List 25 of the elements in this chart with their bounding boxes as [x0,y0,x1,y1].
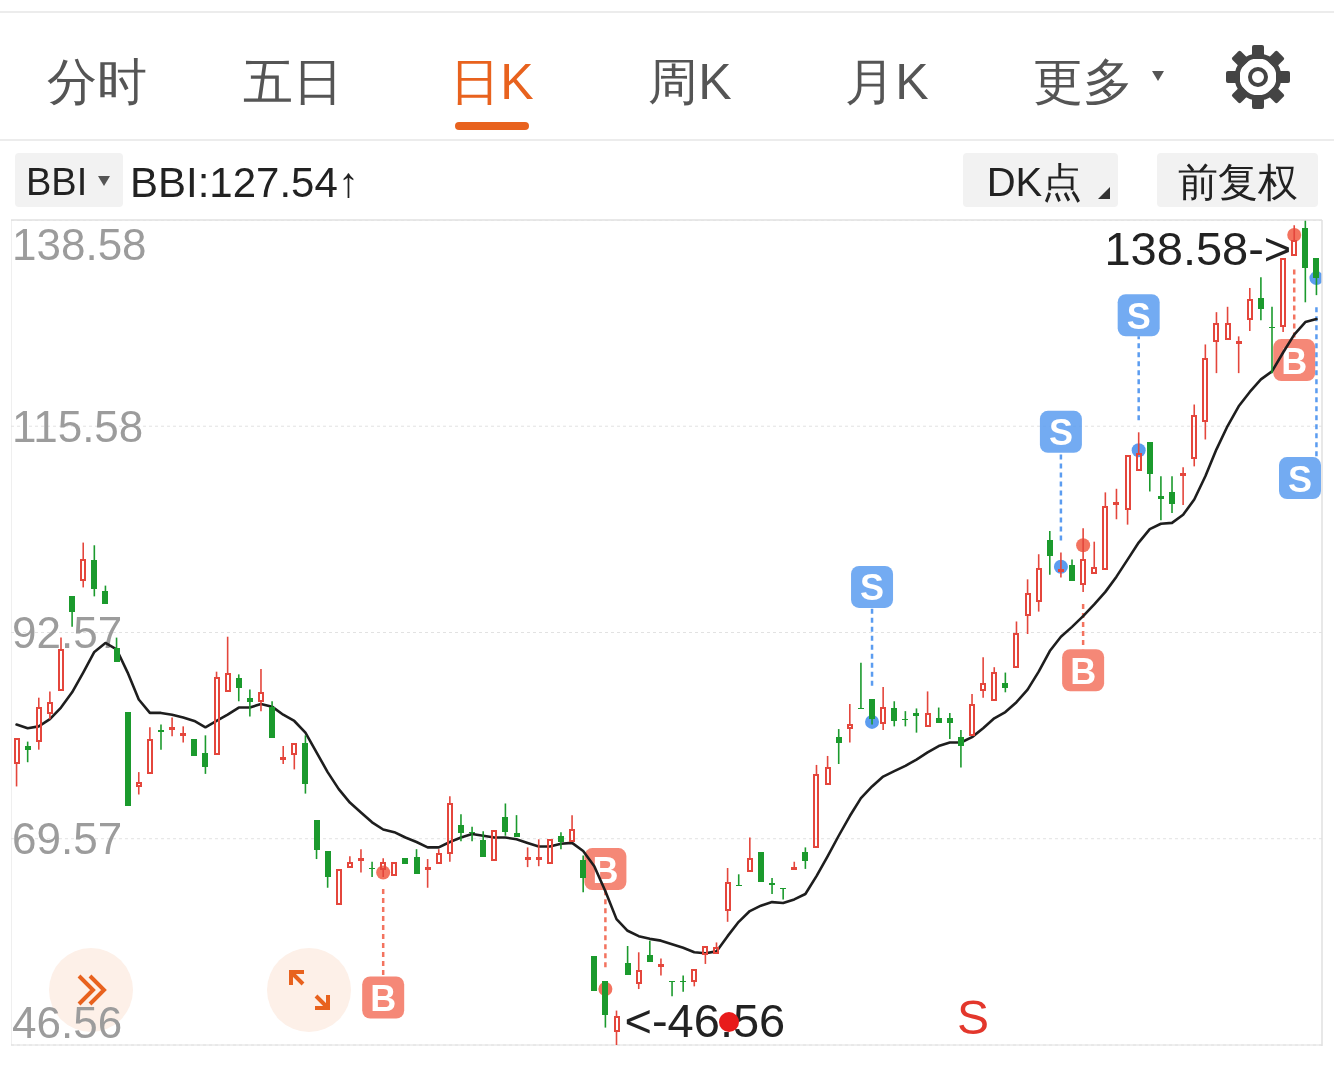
text: BBI:127.54↑ [130,158,359,206]
y-tick-label: 115.58 [12,401,144,451]
y-tick-label: 138.58 [12,219,147,269]
text: B [1070,650,1097,692]
dropdown-button: 前复权 [1157,153,1318,207]
text: 分时 [47,54,147,110]
y-tick-label: 69.57 [12,814,123,864]
text: B [370,978,397,1019]
dropdown-button: DK点 [963,153,1118,207]
dropdown-button: BBI [15,153,123,207]
series-label: S [1048,412,1073,454]
text: 五日 [243,54,343,110]
annotation: <-46.56 [624,993,786,1047]
text: 月K [845,54,929,110]
text: S [1126,295,1151,337]
y-tick-label: 46.56 [12,997,123,1047]
annotation: 138.58-> [1104,221,1292,275]
y-tick-label: 92.57 [12,608,123,657]
text: 日K [450,54,534,110]
text: 周K [648,54,732,110]
text: S [860,567,885,609]
text: 更多 [1033,54,1133,110]
text: S [1287,458,1313,500]
text: B [1281,340,1308,382]
annotation: S [956,990,990,1044]
